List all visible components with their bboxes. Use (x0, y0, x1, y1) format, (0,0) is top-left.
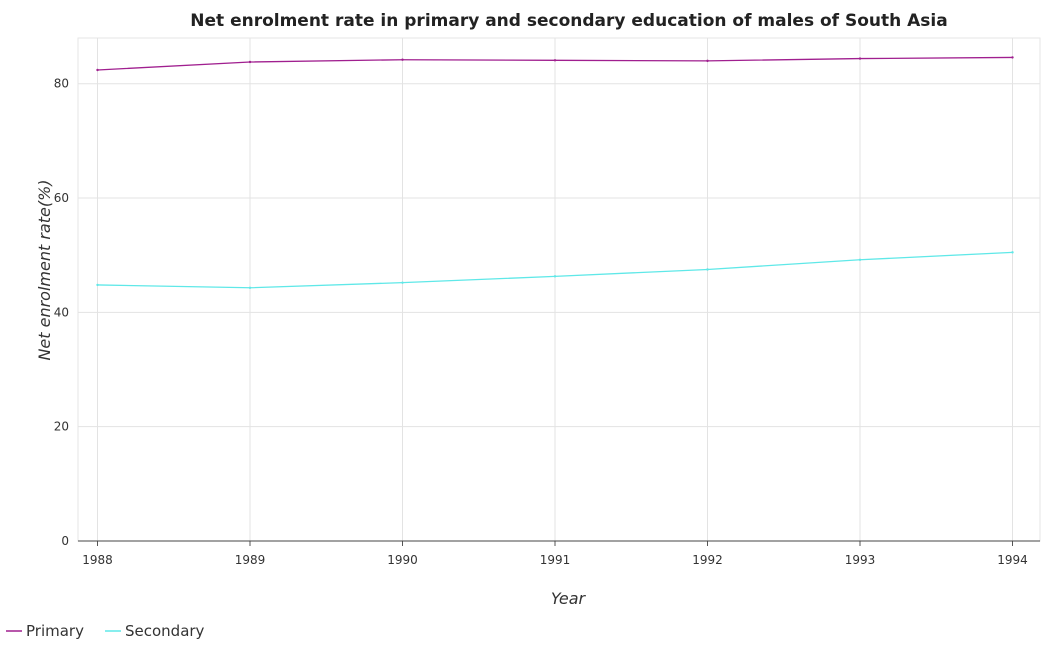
y-tick-label: 60 (54, 191, 69, 205)
series-layer (96, 56, 1014, 289)
data-point-primary (96, 68, 99, 72)
data-point-secondary (248, 286, 252, 289)
y-tick-label: 20 (54, 420, 69, 434)
y-tick-label: 0 (61, 534, 69, 548)
data-point-secondary (96, 283, 99, 287)
legend-label-primary: Primary (26, 622, 84, 640)
plot-frame (77, 37, 1041, 542)
x-tick-label: 1988 (82, 553, 113, 567)
data-point-primary (401, 58, 404, 61)
y-tick-label: 40 (54, 305, 69, 319)
data-point-primary (553, 59, 557, 62)
chart-title: Net enrolment rate in primary and second… (190, 11, 947, 31)
legend-label-secondary: Secondary (125, 622, 205, 640)
x-tick-label: 1991 (540, 553, 571, 567)
data-point-secondary (1011, 251, 1014, 254)
x-tick-label: 1993 (845, 553, 876, 567)
x-tick-label: 1992 (692, 553, 723, 567)
y-tick-label: 80 (54, 77, 69, 91)
x-tick-label: 1990 (387, 553, 418, 567)
data-point-secondary (706, 268, 709, 271)
y-axis-label: Net enrolment rate(%) (35, 179, 54, 360)
data-point-secondary (858, 258, 862, 261)
data-point-secondary (401, 281, 404, 284)
data-point-secondary (553, 275, 557, 278)
data-point-primary (858, 57, 862, 60)
data-point-primary (1011, 56, 1014, 59)
data-point-primary (248, 60, 252, 64)
gridlines (77, 37, 1041, 542)
legend: Primary Secondary (6, 622, 205, 640)
data-point-primary (706, 59, 709, 63)
x-tick-label: 1989 (235, 553, 266, 567)
x-axis-label: Year (551, 589, 587, 608)
axes: 0 20 40 60 80 1988 1989 1990 1991 1992 1993 1994 (54, 77, 1040, 567)
x-tick-label: 1994 (997, 553, 1028, 567)
